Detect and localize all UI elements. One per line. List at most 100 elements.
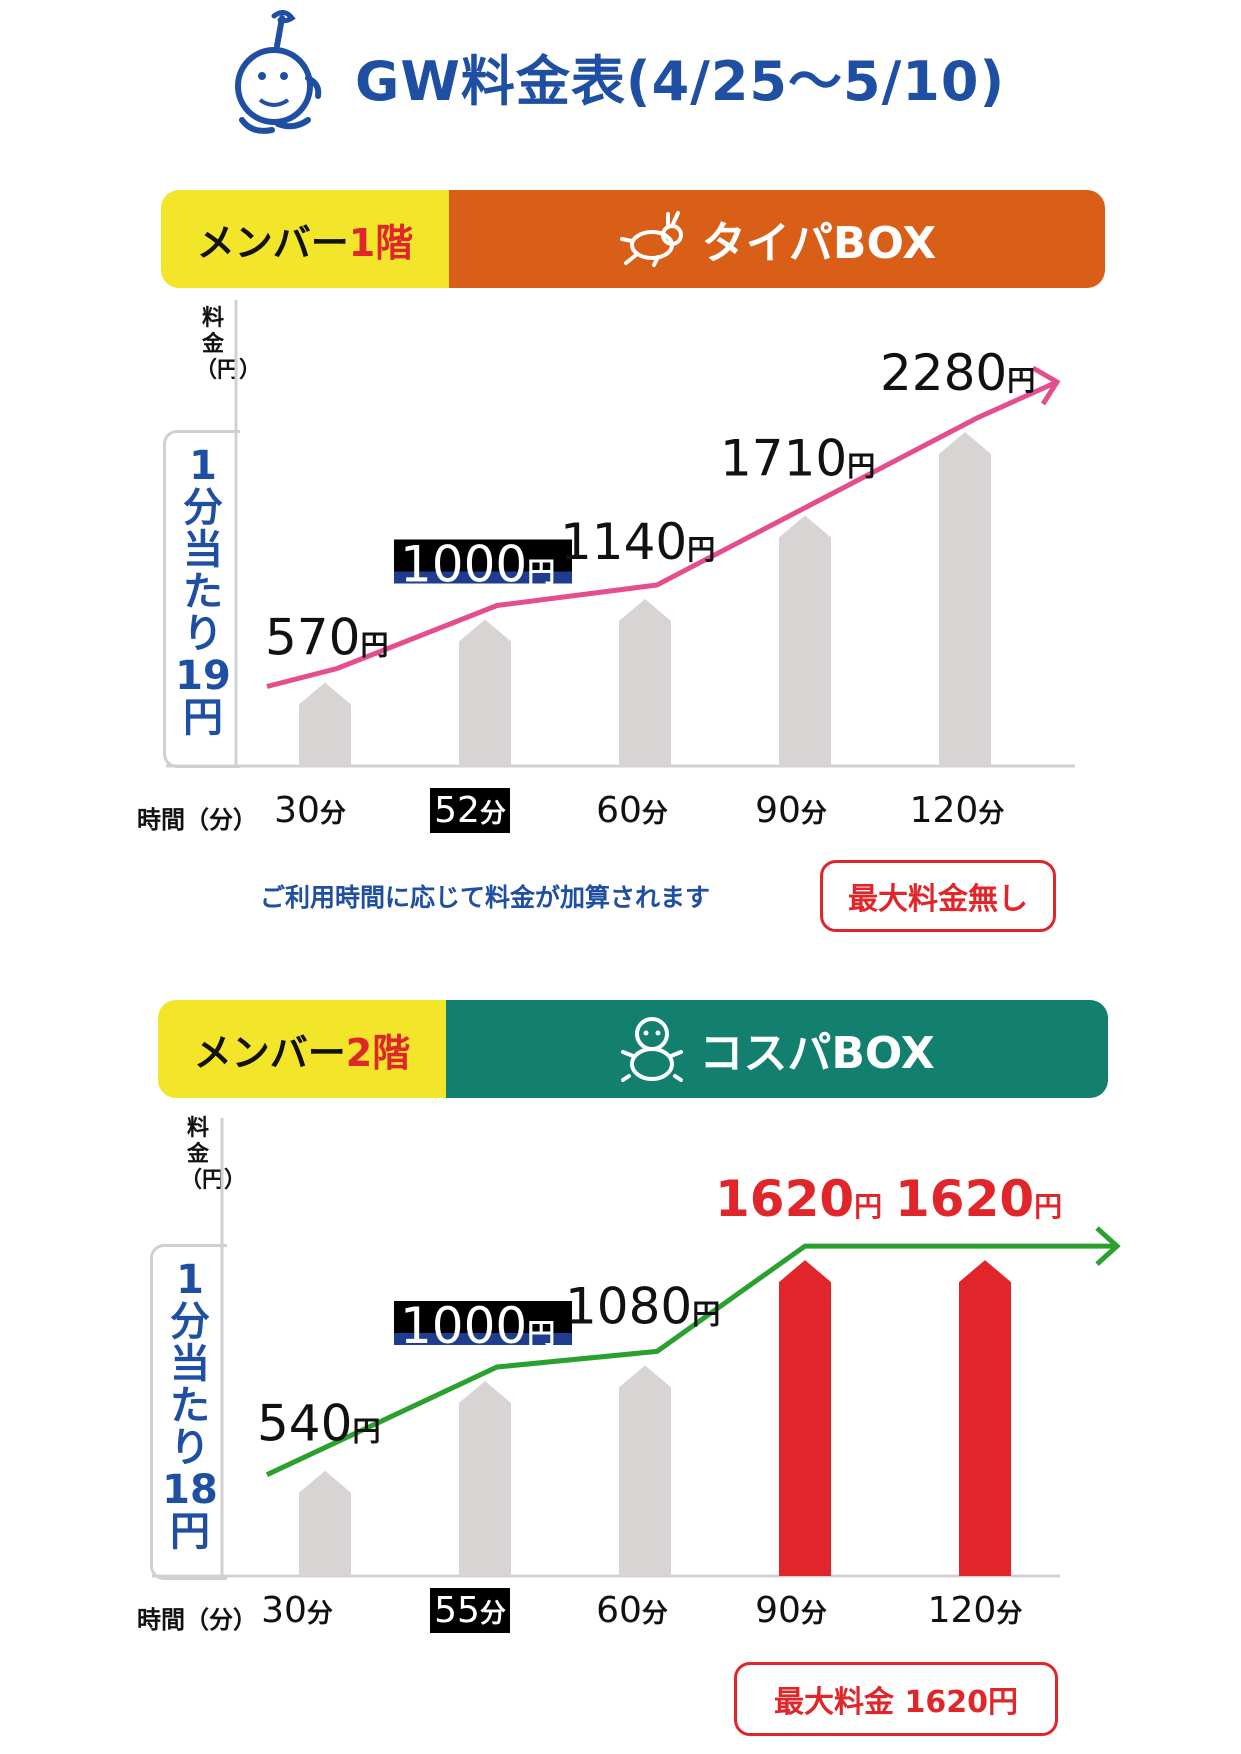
- x-tick-label: 60分: [577, 790, 687, 831]
- member-floor-label: メンバー 1階: [161, 190, 449, 288]
- data-label-unit: 円: [687, 533, 715, 566]
- x-tick-label: 90分: [736, 1590, 846, 1631]
- stacked-char: 当: [183, 527, 223, 573]
- tick-unit: 分: [978, 799, 1005, 829]
- x-tick-label: 55分: [415, 1588, 525, 1633]
- stacked-char: 1: [176, 1257, 204, 1303]
- floor2-header: メンバー 2階 コスパBOX: [158, 1000, 1108, 1098]
- tick-unit: 分: [996, 1599, 1023, 1629]
- tick-unit: 分: [800, 1599, 827, 1629]
- bar: [779, 1260, 831, 1576]
- data-label-unit: 円: [527, 1317, 555, 1350]
- tick-text: 60分: [596, 790, 668, 831]
- x-axis-label: 時間（分）: [137, 806, 257, 834]
- member-prefix: メンバー: [196, 220, 349, 265]
- box-name: コスパBOX: [699, 1028, 935, 1079]
- tick-unit: 分: [641, 799, 668, 829]
- data-label: 1710円: [720, 429, 875, 487]
- stacked-char: 金: [201, 332, 224, 357]
- max-price-badge: 最大料金 1620円: [734, 1662, 1058, 1736]
- tick-text: 90分: [755, 1590, 827, 1631]
- data-label-unit: 円: [847, 449, 875, 482]
- data-label: 1000円: [400, 536, 555, 594]
- data-label: 570円: [265, 608, 388, 666]
- y-axis-unit-label: 料金（円）: [180, 1116, 246, 1194]
- data-label-unit: 円: [360, 628, 388, 661]
- tick-unit: 分: [479, 1599, 506, 1629]
- stacked-char: 料: [186, 1116, 209, 1141]
- data-label-unit: 円: [854, 1190, 882, 1223]
- tick-unit: 分: [306, 1599, 333, 1629]
- highlight-label-stripe: [394, 571, 572, 584]
- tick-text: 120分: [909, 790, 1005, 831]
- bar: [459, 619, 511, 766]
- per-minute-rate: 1 分当たり 18 円: [150, 1244, 227, 1580]
- x-axis-label: 時間（分）: [137, 1606, 257, 1634]
- floor-number: 2階: [345, 1030, 411, 1075]
- stacked-char: 19: [175, 653, 231, 699]
- y-axis-unit-label: 料金（円）: [195, 306, 261, 384]
- turtle-icon: [621, 1017, 684, 1082]
- bar: [619, 1365, 671, 1576]
- data-label-unit: 円: [527, 556, 555, 589]
- tick-unit: 分: [479, 799, 506, 829]
- tick-text: 30分: [261, 1590, 333, 1631]
- trend-line: [265, 1243, 1117, 1477]
- x-tick-label: 30分: [255, 790, 365, 831]
- member-floor-label: メンバー 2階: [158, 1000, 446, 1098]
- stacked-char: り: [183, 611, 223, 657]
- tick-text: 120分: [927, 1590, 1023, 1631]
- bar: [299, 1470, 351, 1576]
- x-tick-label: 60分: [577, 1590, 687, 1631]
- stacked-char: 料: [201, 306, 224, 331]
- stacked-char: 分: [170, 1299, 210, 1345]
- pricing-note: ご利用時間に応じて料金が加算されます: [260, 883, 711, 912]
- stacked-char: ）: [224, 1168, 247, 1193]
- stacked-char: 1: [189, 443, 217, 489]
- highlight-label-stripe: [394, 1333, 572, 1345]
- data-label: 1080円: [565, 1277, 720, 1335]
- stacked-char: （: [180, 1168, 203, 1193]
- tick-text: 52分: [430, 788, 510, 833]
- trend-line: [266, 379, 1059, 689]
- stacked-char: 分: [183, 485, 223, 531]
- data-label: 2280円: [880, 344, 1035, 402]
- tick-text: 30分: [274, 790, 346, 831]
- stacked-char: 18: [162, 1467, 218, 1513]
- page-title: GW料金表(4/25〜5/10): [355, 50, 1006, 113]
- bar: [779, 515, 831, 766]
- max-price-badge: 最大料金無し: [820, 860, 1056, 932]
- stacked-char: た: [183, 569, 223, 615]
- box-name-banner: コスパBOX: [446, 1000, 1108, 1098]
- floor2-price-chart: 540円 1000円 1080円 1620円 1620円: [152, 1118, 1121, 1578]
- data-label-unit: 円: [692, 1297, 720, 1330]
- floor-number: 1階: [348, 220, 414, 265]
- data-label-unit: 円: [352, 1415, 380, 1448]
- tick-text: 60分: [596, 1590, 668, 1631]
- bar: [299, 682, 351, 766]
- trend-arrowhead: [1031, 365, 1061, 406]
- tick-unit: 分: [641, 1599, 668, 1629]
- box-name-banner: タイパBOX: [449, 190, 1105, 288]
- stacked-char: り: [170, 1425, 210, 1471]
- data-label: 1000円: [400, 1297, 555, 1355]
- tick-unit: 分: [319, 799, 346, 829]
- tick-unit: 分: [800, 799, 827, 829]
- x-tick-label: 120分: [920, 1590, 1030, 1631]
- data-label: 1620円: [715, 1170, 882, 1228]
- data-label: 1140円: [560, 513, 715, 571]
- tick-text: 55分: [430, 1588, 510, 1633]
- box-name: タイパBOX: [701, 218, 937, 269]
- golf-ball-character-icon: [235, 10, 322, 134]
- floor1-header: メンバー 1階 タイパBOX: [161, 190, 1105, 288]
- data-label-unit: 円: [1007, 364, 1035, 397]
- stacked-char: （: [195, 358, 218, 383]
- x-tick-label: 52分: [415, 788, 525, 833]
- stacked-char: た: [170, 1383, 210, 1429]
- bar: [619, 598, 671, 766]
- stacked-char: 当: [170, 1341, 210, 1387]
- stacked-char: 円: [183, 695, 223, 741]
- bar: [459, 1381, 511, 1576]
- stacked-char: 円: [202, 1168, 225, 1193]
